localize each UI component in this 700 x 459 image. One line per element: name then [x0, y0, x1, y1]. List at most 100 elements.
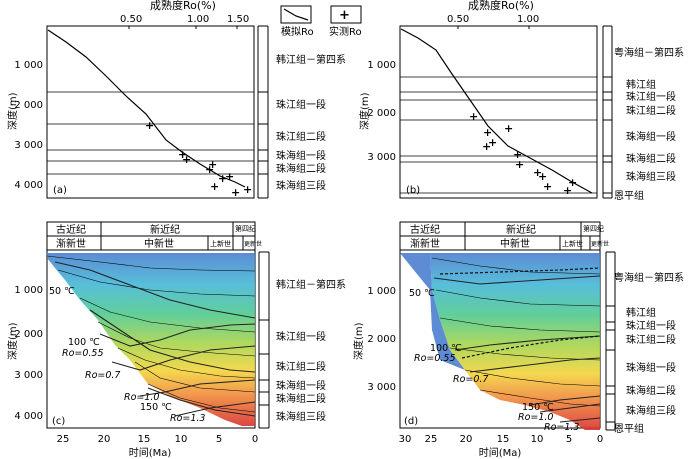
formation-d-2: 珠江组一段: [626, 319, 676, 332]
time-tick-c-3: 10: [175, 434, 188, 445]
depth-tick-b-2: 3 000: [367, 152, 396, 163]
epoch-d-bot-3: 更新世: [591, 240, 609, 248]
epoch-c-top-1: 新近纪: [150, 223, 180, 236]
svg-text:+: +: [483, 126, 492, 139]
svg-text:+: +: [243, 183, 252, 196]
formation-a-0: 韩江组－第四系: [276, 53, 346, 66]
depth-tick-c-1: 2 000: [14, 329, 43, 340]
measured-points-a: +++ +++ +++ +: [145, 119, 252, 199]
isotherms-d: [433, 275, 601, 406]
svg-text:+: +: [543, 180, 552, 193]
top-axis-title-a: 成熟度Ro(%): [150, 0, 216, 12]
depth-tick-d-1: 2 000: [367, 334, 396, 345]
panel-tag-a: (a): [53, 185, 67, 196]
formation-d-6: 珠海组三段: [626, 404, 676, 417]
time-tick-d-0: 30: [399, 434, 412, 445]
heat-fill-c: [47, 253, 255, 426]
time-tick-d-1: 25: [425, 434, 438, 445]
panel-tag-b: (b): [406, 185, 420, 196]
plot-frame-a: [46, 25, 255, 199]
panel-d: 古近纪 新近纪 第四纪 渐新世 中新世 上新世 更新世: [352, 221, 684, 459]
svg-text:+: +: [515, 158, 524, 171]
epoch-c-bot-2: 上新世: [210, 239, 231, 248]
formation-a-2: 珠江组二段: [276, 130, 326, 143]
svg-text:+: +: [178, 148, 187, 161]
svg-text:+: +: [218, 172, 227, 185]
time-tick-c-2: 15: [138, 434, 151, 445]
formation-d-4: 珠海组一段: [626, 361, 676, 374]
svg-text:+: +: [504, 122, 513, 135]
svg-text:+: +: [513, 148, 522, 161]
formation-b-0: 粤海组－第四系: [614, 46, 684, 59]
formation-d-5: 珠海组二段: [626, 384, 676, 397]
svg-text:+: +: [482, 140, 491, 153]
svg-text:+: +: [563, 184, 572, 197]
time-tick-c-5: 0: [252, 434, 258, 445]
legend-sim-box: [280, 5, 312, 24]
time-tick-c-0: 25: [57, 434, 70, 445]
depth-tick-b-1: 2 000: [367, 108, 396, 119]
svg-text:+: +: [145, 119, 154, 132]
legend-sim-line: [283, 8, 309, 21]
depth-label-d: 深度(m): [352, 322, 365, 360]
depth-tick-d-2: 3 000: [367, 382, 396, 393]
time-tick-d-6: 0: [597, 434, 603, 445]
legend-simulated: 模拟Ro: [281, 25, 314, 38]
time-tick-d-2: 20: [460, 434, 473, 445]
formation-c-1: 珠江组一段: [276, 330, 326, 343]
formation-c-2: 珠江组二段: [276, 360, 326, 373]
formation-b-2: 珠江组一段: [626, 90, 676, 103]
formation-b-3: 珠江组二段: [626, 104, 676, 117]
svg-text:+: +: [469, 110, 478, 123]
label-d-ro10: Ro=1.0: [518, 412, 553, 423]
depth-tick-c-0: 1 000: [14, 285, 43, 296]
formation-column-d: 粤海组－第四系 韩江组 珠江组一段 珠江组二段 珠海组一段 珠海组二段 珠海组三…: [605, 251, 684, 435]
ro-tick-b-1: 1.00: [517, 14, 539, 25]
formation-d-7: 恩平组: [614, 422, 644, 435]
time-tick-c-4: 5: [216, 434, 222, 445]
formation-c-4: 珠海组二段: [276, 392, 326, 405]
heat-fill-d-edge: [400, 253, 465, 370]
formation-b-1: 韩江组: [626, 78, 656, 91]
depth-tick-c-2: 3 000: [14, 370, 43, 381]
depth-label-a: 深度(m): [6, 92, 19, 130]
svg-text:+: +: [225, 170, 234, 183]
formation-b-5: 珠海组二段: [626, 152, 676, 165]
label-c-ro07: Ro=0.7: [85, 370, 120, 381]
formation-column-a: 韩江组－第四系 珠江组一段 珠江组二段 珠海组一段 珠海组二段 珠海组三段: [257, 25, 346, 199]
label-d-ro13: Ro=1.3: [544, 422, 579, 433]
epoch-c-top-0: 古近纪: [56, 223, 86, 236]
depth-tick-d-0: 1 000: [367, 286, 396, 297]
measured-points-b: +++ +++ +++ + ++: [469, 110, 577, 197]
label-d-150c: 150 ℃: [522, 402, 554, 413]
label-d-100c: 100 ℃: [430, 343, 462, 354]
ro-contours-d: [439, 267, 601, 423]
svg-text:+: +: [538, 170, 547, 183]
label-c-50c: 50 ℃: [49, 286, 75, 297]
depth-tick-b-0: 1 000: [367, 60, 396, 71]
epoch-d-top-1: 新近纪: [506, 223, 536, 236]
formation-column-c: 韩江组－第四系 珠江组一段 珠江组二段 珠海组一段 珠海组二段 珠海组三段: [258, 251, 346, 429]
formation-d-1: 韩江组: [626, 306, 656, 319]
ro-tick-a-0: 0.50: [120, 14, 142, 25]
burial-lines-c: [46, 255, 256, 413]
simulated-ro-line-b: [400, 28, 593, 194]
panel-c: 古近纪 新近纪 第四纪 渐新世 中新世 上新世 更新世: [6, 221, 346, 459]
epoch-c-top-2: 第四纪: [235, 224, 256, 233]
ro-contours-c: [99, 323, 256, 417]
panel-tag-d: (d): [404, 416, 418, 427]
time-label-d: 时间(Ma): [479, 446, 522, 459]
svg-text:+: +: [205, 163, 214, 176]
panel-tag-c: (c): [52, 416, 65, 427]
label-d-50c: 50 ℃: [409, 288, 435, 299]
epoch-d-bot-2: 上新世: [562, 239, 583, 248]
legend-meas-box: [330, 5, 362, 24]
svg-text:+: +: [182, 153, 191, 166]
legend-measured: 实测Ro: [329, 25, 362, 38]
depth-tick-a-2: 3 000: [14, 140, 43, 151]
formation-a-3: 珠海组一段: [276, 149, 326, 162]
formation-column-b: 粤海组－第四系 韩江组 珠江组一段 珠江组二段 珠海组一段 珠海组二段 珠海组三…: [602, 25, 684, 202]
depth-tick-c-3: 4 000: [14, 411, 43, 422]
isotherms-c: [54, 261, 256, 417]
formation-c-5: 珠海组三段: [276, 410, 326, 423]
